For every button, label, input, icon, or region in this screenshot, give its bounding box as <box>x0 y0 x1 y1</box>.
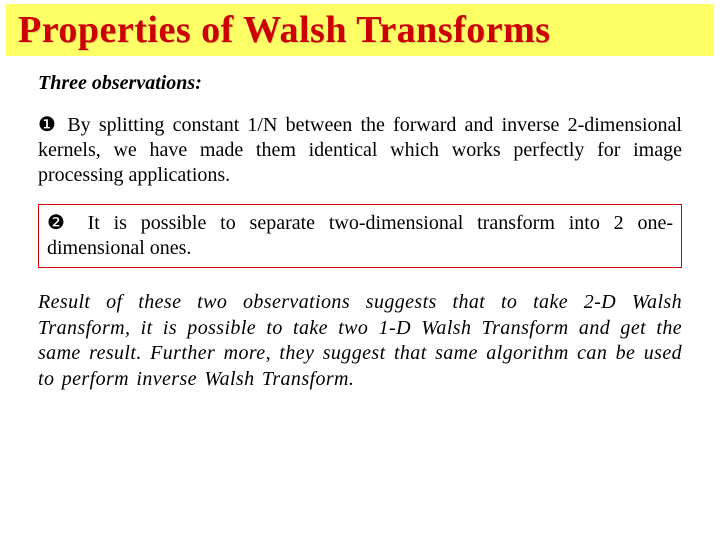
observation-2-box: ❷ It is possible to separate two-dimensi… <box>38 204 682 268</box>
title-bar: Properties of Walsh Transforms <box>6 4 714 56</box>
observation-1: ❶ By splitting constant 1/N between the … <box>38 113 682 188</box>
circled-two-icon: ❷ <box>47 212 74 234</box>
circled-one-icon: ❶ <box>38 114 59 136</box>
page-title: Properties of Walsh Transforms <box>18 8 702 52</box>
result-paragraph: Result of these two observations suggest… <box>38 290 682 392</box>
content-area: Three observations: ❶ By splitting const… <box>0 56 720 392</box>
observation-1-text: By splitting constant 1/N between the fo… <box>38 114 682 186</box>
observation-2: ❷ It is possible to separate two-dimensi… <box>47 211 673 261</box>
subheading: Three observations: <box>38 72 682 95</box>
observation-2-text: It is possible to separate two-dimension… <box>47 212 673 259</box>
